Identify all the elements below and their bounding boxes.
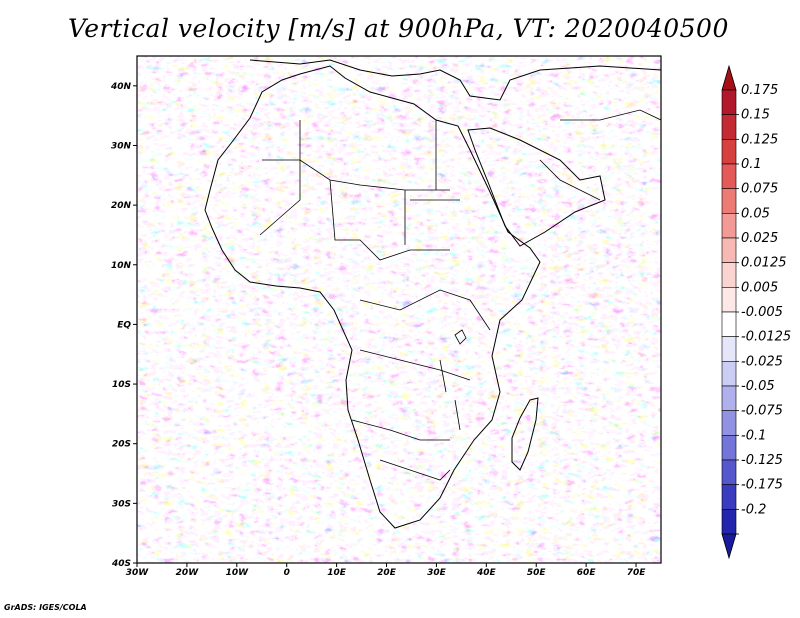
colorbar: 0.175 0.15 0.125 0.1 0.075 0.05 0.025 0.0125 0.0… [721,64,791,560]
coastlines [204,59,661,529]
arabia-coastline [467,127,606,247]
lat-tick-label: 10S [112,380,131,390]
colorbar-label: -0.075 [741,404,783,419]
lon-tick-label: 30W [126,568,150,578]
colorbar-swatch [721,163,737,189]
lat-tick-label: 20S [112,440,131,450]
colorbar-label: -0.1 [741,428,766,443]
lon-tick-label: 50E [527,568,547,578]
colorbar-label: 0.175 [741,83,778,98]
colorbar-swatch [721,237,737,263]
colorbar-label: -0.2 [741,502,766,517]
lat-tick-label: EQ [117,320,131,330]
colorbar-label: 0.15 [741,108,770,123]
lat-tick-label: 20N [111,201,132,211]
africa-coastline [204,65,541,529]
colorbar-swatch [721,484,737,510]
colorbar-label: 0.05 [741,206,770,221]
europe-coastline [249,59,661,101]
colorbar-swatch [721,385,737,411]
colorbar-label: -0.175 [741,478,783,493]
lon-tick-label: 10W [226,568,250,578]
colorbar-swatch [721,188,737,214]
colorbar-swatch [721,336,737,362]
colorbar-swatch [721,262,737,288]
colorbar-label: -0.025 [741,354,783,369]
colorbar-swatch [721,410,737,436]
colorbar-label: 0.0125 [741,256,787,271]
colorbar-swatch [721,213,737,239]
colorbar-swatch [721,459,737,485]
colorbar-swatch [721,287,737,313]
colorbar-swatch [721,89,737,115]
colorbar-label: 0.125 [741,132,778,147]
border-lines [259,109,661,481]
footer-credit: GrADS: IGES/COLA [4,603,87,612]
lon-tick-label: 70E [627,568,647,578]
madagascar-coastline [511,397,539,471]
lat-tick-label: 30S [112,499,131,509]
lon-tick-label: 40E [476,568,497,578]
lat-tick-label: 40N [110,82,132,92]
colorbar-label: 0.075 [741,182,778,197]
lon-tick-label: 0 [284,568,290,578]
colorbar-swatch [721,361,737,387]
latitude-axis: 40N 30N 20N 10N EQ 10S 20S 30S 40S [110,82,137,569]
colorbar-label: 0.1 [741,157,762,172]
lat-tick-label: 40S [111,559,131,569]
lon-tick-label: 10E [327,568,347,578]
map-title: Vertical velocity [m/s] at 900hPa, VT: 2… [68,14,729,43]
colorbar-label: 0.005 [741,280,778,295]
colorbar-swatch [721,114,737,140]
colorbar-label: -0.005 [741,305,783,320]
lake-outlines [439,329,467,431]
colorbar-swatch [721,435,737,461]
colorbar-swatch [721,139,737,165]
plot-border [136,55,662,564]
lat-tick-label: 30N [111,141,132,151]
colorbar-bottom-arrow [721,533,737,560]
colorbar-label: -0.125 [741,453,783,468]
longitude-axis: 30W 20W 10W 0 10E 20E 30E 40E 50E 60E 70E [126,563,646,578]
colorbar-label: 0.025 [741,231,778,246]
colorbar-swatch [721,509,737,535]
colorbar-label: -0.05 [741,379,775,394]
colorbar-label: -0.0125 [741,330,791,345]
lon-tick-label: 30E [427,568,447,578]
lon-tick-label: 20W [176,568,200,578]
lon-tick-label: 20E [377,568,397,578]
colorbar-top-arrow [721,64,737,91]
colorbar-swatch [721,311,737,337]
lat-tick-label: 10N [111,261,132,271]
lon-tick-label: 60E [577,568,597,578]
